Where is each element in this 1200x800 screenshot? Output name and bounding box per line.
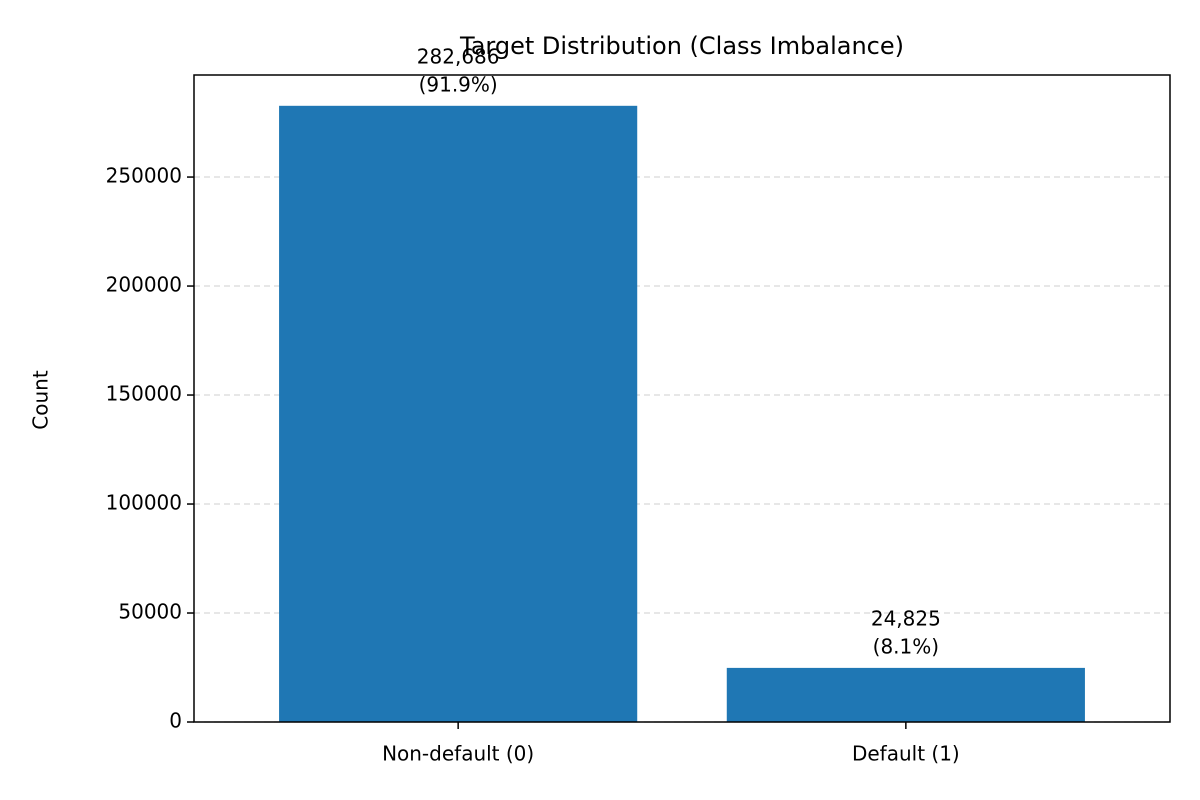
y-axis-label: Count: [29, 370, 53, 430]
value-label: 282,686: [417, 44, 500, 68]
bar: [279, 105, 638, 722]
share-label: (91.9%): [419, 72, 498, 96]
bar: [726, 667, 1085, 722]
chart-title: Target Distribution (Class Imbalance): [459, 32, 904, 60]
x-tick-label: Default (1): [852, 742, 960, 766]
y-tick-label: 200000: [106, 273, 182, 297]
share-label: (8.1%): [873, 634, 939, 658]
y-tick-label: 100000: [106, 491, 182, 515]
value-label: 24,825: [871, 606, 941, 630]
y-tick-label: 250000: [106, 164, 182, 188]
plot-frame: [193, 74, 1171, 723]
x-tick-label: Non-default (0): [382, 742, 534, 766]
y-tick-label: 0: [169, 709, 182, 733]
y-tick-label: 150000: [106, 382, 182, 406]
y-tick-label: 50000: [118, 600, 182, 624]
